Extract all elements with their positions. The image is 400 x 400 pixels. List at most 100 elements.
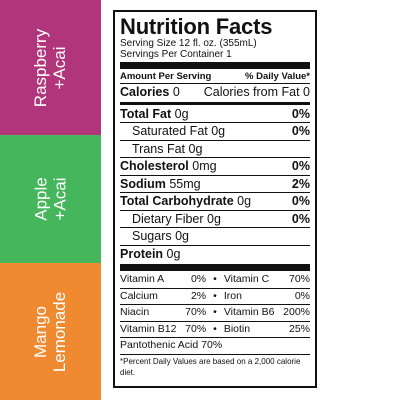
nutrient-name: Trans Fat (132, 141, 186, 156)
nutrient-cell: Trans Fat 0g (132, 141, 202, 158)
nutrient-dv: 0% (291, 211, 310, 226)
nutrient-row-trans-fat: Trans Fat 0g (120, 139, 310, 158)
flavor-tab-apple-acai: Apple +Acai (0, 135, 101, 263)
nutrient-row-saturated-fat: Saturated Fat 0g 0% (120, 122, 310, 140)
nutrient-amount: 55mg (169, 176, 201, 191)
vitamin-cell: Vitamin B12 70% (120, 322, 210, 338)
nutrient-name: Total Carbohydrate (120, 194, 234, 208)
calories-label: Calories (120, 85, 170, 99)
nutrient-cell: Protein 0g (120, 246, 180, 263)
servings-per-container: Servings Per Container 1 (120, 49, 232, 60)
nutrient-amount: 0g (188, 141, 203, 156)
vitamin-cell: Vitamin C 70% (220, 272, 310, 288)
vitamin-value: 70% (185, 322, 207, 335)
vitamin-value: 0% (190, 273, 207, 285)
nutrient-cell: Total Fat 0g (120, 106, 189, 123)
vitamin-cell: Biotin 25% (220, 322, 310, 338)
serving-size: Serving Size 12 fl. oz. (355mL) (120, 38, 257, 49)
vitamin-name: Vitamin A (120, 273, 165, 285)
nutrient-dv: 0% (291, 106, 310, 121)
vitamin-row: Vitamin A 0% • Vitamin C 70% (120, 272, 310, 288)
vitamin-value: 25% (288, 322, 310, 335)
nutrient-row-sodium: Sodium 55mg 2% (120, 174, 310, 193)
flavor-name-line2: +Acai (50, 177, 70, 221)
bullet-separator: • (213, 322, 217, 335)
pantothenic-acid: Pantothenic Acid 70% (120, 339, 223, 351)
calories-value: 0 (172, 85, 180, 99)
nutrient-name: Cholesterol (120, 159, 189, 173)
pantothenic-row: Pantothenic Acid 70% (120, 337, 310, 354)
flavor-label: Raspberry +Acai (31, 28, 69, 106)
flavor-label: Apple +Acai (31, 177, 69, 220)
nutrient-cell: Cholesterol 0mg (120, 158, 217, 175)
divider-thick (120, 264, 310, 271)
vitamin-value: 70% (185, 306, 207, 318)
amount-per-serving: Amount Per Serving (120, 71, 212, 82)
vitamin-cell: Vitamin A 0% (120, 272, 210, 288)
nutrient-cell: Dietary Fiber 0g (132, 211, 221, 228)
amount-header: Amount Per Serving % Daily Value* (120, 70, 310, 83)
nutrient-dv: 0% (291, 159, 310, 173)
nutrient-cell: Total Carbohydrate 0g (120, 193, 251, 210)
vitamin-value: 70% (288, 273, 310, 285)
vitamin-name: Calcium (120, 289, 158, 302)
nutrient-row-total-fat: Total Fat 0g 0% (120, 106, 310, 123)
calories-from-fat: Calories from Fat 0 (203, 85, 310, 99)
nutrient-row-cholesterol: Cholesterol 0mg 0% (120, 157, 310, 175)
calories-cell: Calories 0 (120, 84, 180, 101)
flavor-tab-raspberry-acai: Raspberry +Acai (0, 0, 101, 135)
nutrient-amount: 0g (207, 211, 221, 226)
vitamin-row: Vitamin B12 70% • Biotin 25% (120, 320, 310, 338)
vitamin-value: 200% (283, 306, 310, 318)
bullet-separator: • (213, 306, 217, 318)
divider-medium (120, 101, 310, 105)
vitamin-name: Vitamin B6 (223, 306, 275, 318)
nutrient-name: Total Fat (120, 106, 172, 121)
nutrient-name: Saturated Fat (132, 124, 208, 138)
nutrient-dv: 2% (291, 176, 310, 191)
nutrient-name: Protein (120, 246, 164, 261)
vitamin-value: 2% (190, 289, 207, 302)
nutrient-amount: 0g (166, 246, 181, 261)
flavor-label: Mango Lemonade (32, 291, 70, 371)
vitamin-value: 0% (294, 289, 310, 302)
vitamin-row: Calcium 2% • Iron 0% (120, 287, 310, 305)
nutrient-dv: 0% (291, 124, 310, 138)
vitamin-cell: Vitamin B6 200% (220, 305, 310, 321)
flavor-name-line2: +Acai (50, 46, 70, 90)
nutrient-row-total-carbohydrate: Total Carbohydrate 0g 0% (120, 192, 310, 210)
nutrient-amount: 0g (175, 229, 189, 243)
flavor-tab-mango-lemonade: Mango Lemonade (0, 263, 101, 400)
nutrient-amount: 0g (174, 106, 189, 121)
nutrient-amount: 0g (237, 194, 252, 208)
label-title: Nutrition Facts (120, 14, 273, 39)
nutrient-name: Dietary Fiber (132, 211, 204, 226)
nutrient-row-protein: Protein 0g (120, 244, 310, 263)
vitamin-row: Niacin 70% • Vitamin B6 200% (120, 304, 310, 321)
flavor-name-line1: Apple (31, 177, 51, 221)
bullet-separator: • (213, 289, 217, 302)
nutrient-dv: 0% (291, 194, 310, 208)
nutrient-name: Sodium (120, 176, 166, 191)
flavor-name-line1: Mango (31, 305, 51, 358)
footnote: *Percent Daily Values are based on a 2,0… (120, 353, 310, 378)
vitamin-name: Biotin (223, 322, 251, 335)
nutrition-facts-label: Nutrition Facts Serving Size 12 fl. oz. … (113, 10, 317, 388)
flavor-name-line1: Raspberry (31, 28, 51, 107)
vitamin-cell: Calcium 2% (120, 289, 210, 305)
nutrient-amount: 0g (211, 124, 226, 138)
divider-thick (120, 62, 310, 69)
nutrient-cell: Saturated Fat 0g (132, 123, 225, 140)
nutrient-row-dietary-fiber: Dietary Fiber 0g 0% (120, 209, 310, 228)
nutrient-cell: Sodium 55mg (120, 176, 201, 193)
nutrient-name: Sugars (132, 229, 172, 243)
calories-row: Calories 0 Calories from Fat 0 (120, 83, 310, 101)
vitamin-name: Vitamin C (223, 273, 270, 285)
vitamin-cell: Iron 0% (220, 289, 310, 305)
nutrient-cell: Sugars 0g (132, 228, 189, 245)
bullet-separator: • (213, 273, 217, 285)
vitamin-name: Iron (223, 289, 242, 302)
nutrient-amount: 0mg (192, 159, 217, 173)
vitamin-name: Niacin (120, 306, 150, 318)
vitamin-name: Vitamin B12 (120, 322, 177, 335)
